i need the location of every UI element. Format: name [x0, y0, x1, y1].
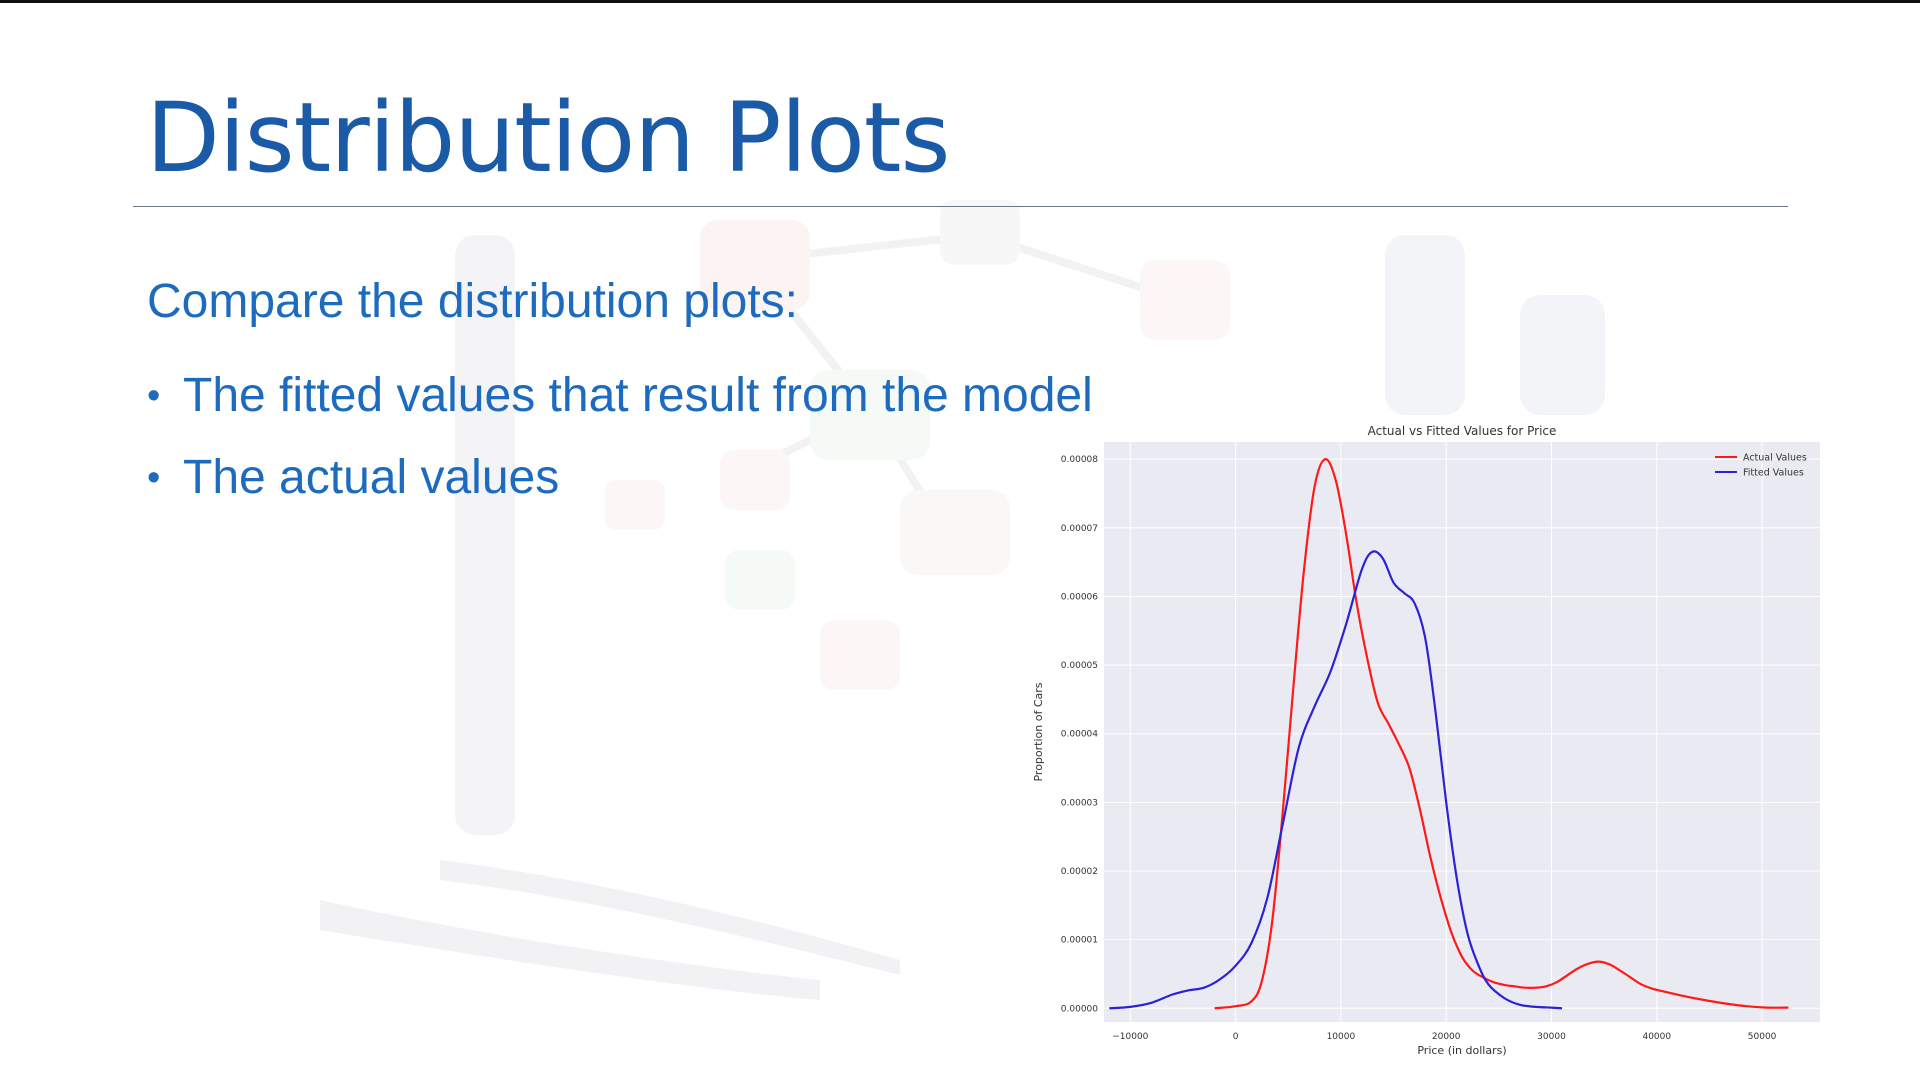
plot-area: [1104, 442, 1820, 1022]
series-line-fitted-values: [1109, 550, 1563, 1010]
top-border: [0, 0, 1920, 3]
slide-title: Distribution Plots: [146, 82, 951, 194]
x-tick-label: 20000: [1432, 1032, 1461, 1042]
bullet-text: The actual values: [183, 451, 560, 504]
chart-title: Actual vs Fitted Values for Price: [1368, 424, 1557, 438]
series-line-actual-values: [1214, 458, 1789, 1010]
y-tick-label: 0.00006: [1061, 592, 1098, 602]
bullet-dot-icon: •: [147, 457, 161, 499]
watermark-swoosh: [320, 900, 820, 1000]
bullet-text: The fitted values that result from the m…: [183, 369, 1093, 422]
y-tick-label: 0.00007: [1061, 524, 1098, 534]
bullet-list: • The fitted values that result from the …: [147, 355, 1093, 519]
x-tick-label: 0: [1233, 1032, 1239, 1042]
x-tick-label: −10000: [1112, 1032, 1148, 1042]
y-tick-label: 0.00004: [1061, 730, 1098, 740]
x-tick-label: 40000: [1642, 1032, 1671, 1042]
y-tick-label: 0.00002: [1061, 867, 1098, 877]
watermark-swoosh-2: [440, 860, 900, 975]
y-tick-label: 0.00001: [1061, 936, 1098, 946]
x-tick-label: 50000: [1748, 1032, 1777, 1042]
y-tick-label: 0.00008: [1061, 455, 1098, 465]
watermark-bar-right-2: [1520, 295, 1605, 415]
y-tick-label: 0.00000: [1061, 1004, 1098, 1014]
title-divider: [133, 206, 1788, 207]
y-axis-ticks: 0.00000 0.00001 0.00002 0.00003 0.00004 0.000…: [1061, 455, 1098, 1014]
legend-label: Fitted Values: [1743, 468, 1804, 479]
legend-label: Actual Values: [1743, 453, 1807, 464]
series-lines: [1109, 458, 1789, 1010]
grid-lines: [1104, 442, 1820, 1022]
distribution-chart: Actual vs Fitted Values for Price 0.0000…: [1032, 424, 1820, 1057]
x-axis-ticks: −10000 0 10000 20000 30000 40000 50000: [1112, 1032, 1776, 1042]
x-tick-label: 10000: [1327, 1032, 1356, 1042]
bullet-dot-icon: •: [147, 375, 161, 417]
bullet-item: • The actual values: [147, 437, 1093, 519]
intro-text: Compare the distribution plots:: [147, 275, 798, 328]
y-tick-label: 0.00005: [1061, 661, 1098, 671]
y-axis-label: Proportion of Cars: [1032, 682, 1045, 781]
watermark-bar-right: [1385, 235, 1465, 415]
bullet-item: • The fitted values that result from the …: [147, 355, 1093, 437]
x-axis-label: Price (in dollars): [1417, 1044, 1506, 1057]
y-tick-label: 0.00003: [1061, 798, 1098, 808]
x-tick-label: 30000: [1537, 1032, 1566, 1042]
chart-legend: Actual Values Fitted Values: [1715, 453, 1807, 479]
